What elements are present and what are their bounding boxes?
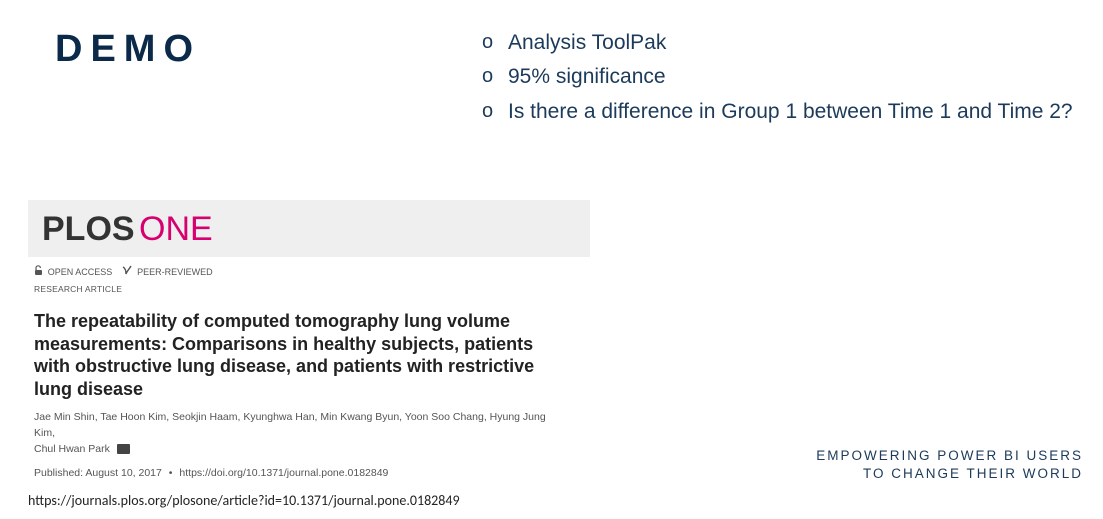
published-date: Published: August 10, 2017 bbox=[34, 467, 162, 479]
bullet-text: Is there a difference in Group 1 between… bbox=[508, 97, 1083, 127]
open-access-badge: OPEN ACCESS bbox=[34, 265, 112, 278]
publication-meta: Published: August 10, 2017 • https://doi… bbox=[28, 467, 590, 479]
tagline-line1: EMPOWERING POWER BI USERS bbox=[816, 447, 1083, 465]
article-title: The repeatability of computed tomography… bbox=[28, 310, 568, 400]
slide-title: DEMO bbox=[55, 28, 201, 71]
bullet-item: o 95% significance bbox=[482, 62, 1083, 92]
footer-tagline: EMPOWERING POWER BI USERS TO CHANGE THEI… bbox=[816, 447, 1083, 483]
peer-reviewed-icon bbox=[122, 267, 135, 278]
bullet-text: 95% significance bbox=[508, 62, 1083, 92]
bullet-item: o Analysis ToolPak bbox=[482, 28, 1083, 58]
tagline-line2: TO CHANGE THEIR WORLD bbox=[816, 465, 1083, 483]
corresponding-author-icon bbox=[117, 444, 130, 454]
bullet-marker: o bbox=[482, 97, 508, 127]
journal-name-part2: ONE bbox=[139, 210, 213, 248]
footer-url: https://journals.plos.org/plosone/articl… bbox=[28, 492, 460, 509]
slide: DEMO o Analysis ToolPak o 95% significan… bbox=[0, 0, 1103, 519]
bullet-list: o Analysis ToolPak o 95% significance o … bbox=[482, 28, 1083, 131]
article-authors: Jae Min Shin, Tae Hoon Kim, Seokjin Haam… bbox=[28, 410, 568, 457]
article-badges: OPEN ACCESS PEER-REVIEWED bbox=[28, 265, 590, 278]
article-type: RESEARCH ARTICLE bbox=[28, 284, 590, 294]
journal-banner: PLOS ONE bbox=[28, 200, 590, 257]
bullet-text: Analysis ToolPak bbox=[508, 28, 1083, 58]
meta-separator: • bbox=[169, 467, 173, 479]
journal-name-part1: PLOS bbox=[42, 210, 135, 248]
authors-main: Jae Min Shin, Tae Hoon Kim, Seokjin Haam… bbox=[34, 411, 546, 439]
peer-reviewed-label: PEER-REVIEWED bbox=[137, 267, 213, 277]
bullet-marker: o bbox=[482, 62, 508, 92]
peer-reviewed-badge: PEER-REVIEWED bbox=[122, 265, 212, 278]
lock-open-icon bbox=[34, 267, 46, 278]
article-card: PLOS ONE OPEN ACCESS PEER-REVIEWED RESEA… bbox=[28, 200, 590, 479]
bullet-item: o Is there a difference in Group 1 betwe… bbox=[482, 97, 1083, 127]
article-doi: https://doi.org/10.1371/journal.pone.018… bbox=[179, 467, 388, 479]
bullet-marker: o bbox=[482, 28, 508, 58]
last-author: Chul Hwan Park bbox=[34, 443, 110, 455]
open-access-label: OPEN ACCESS bbox=[48, 267, 113, 277]
